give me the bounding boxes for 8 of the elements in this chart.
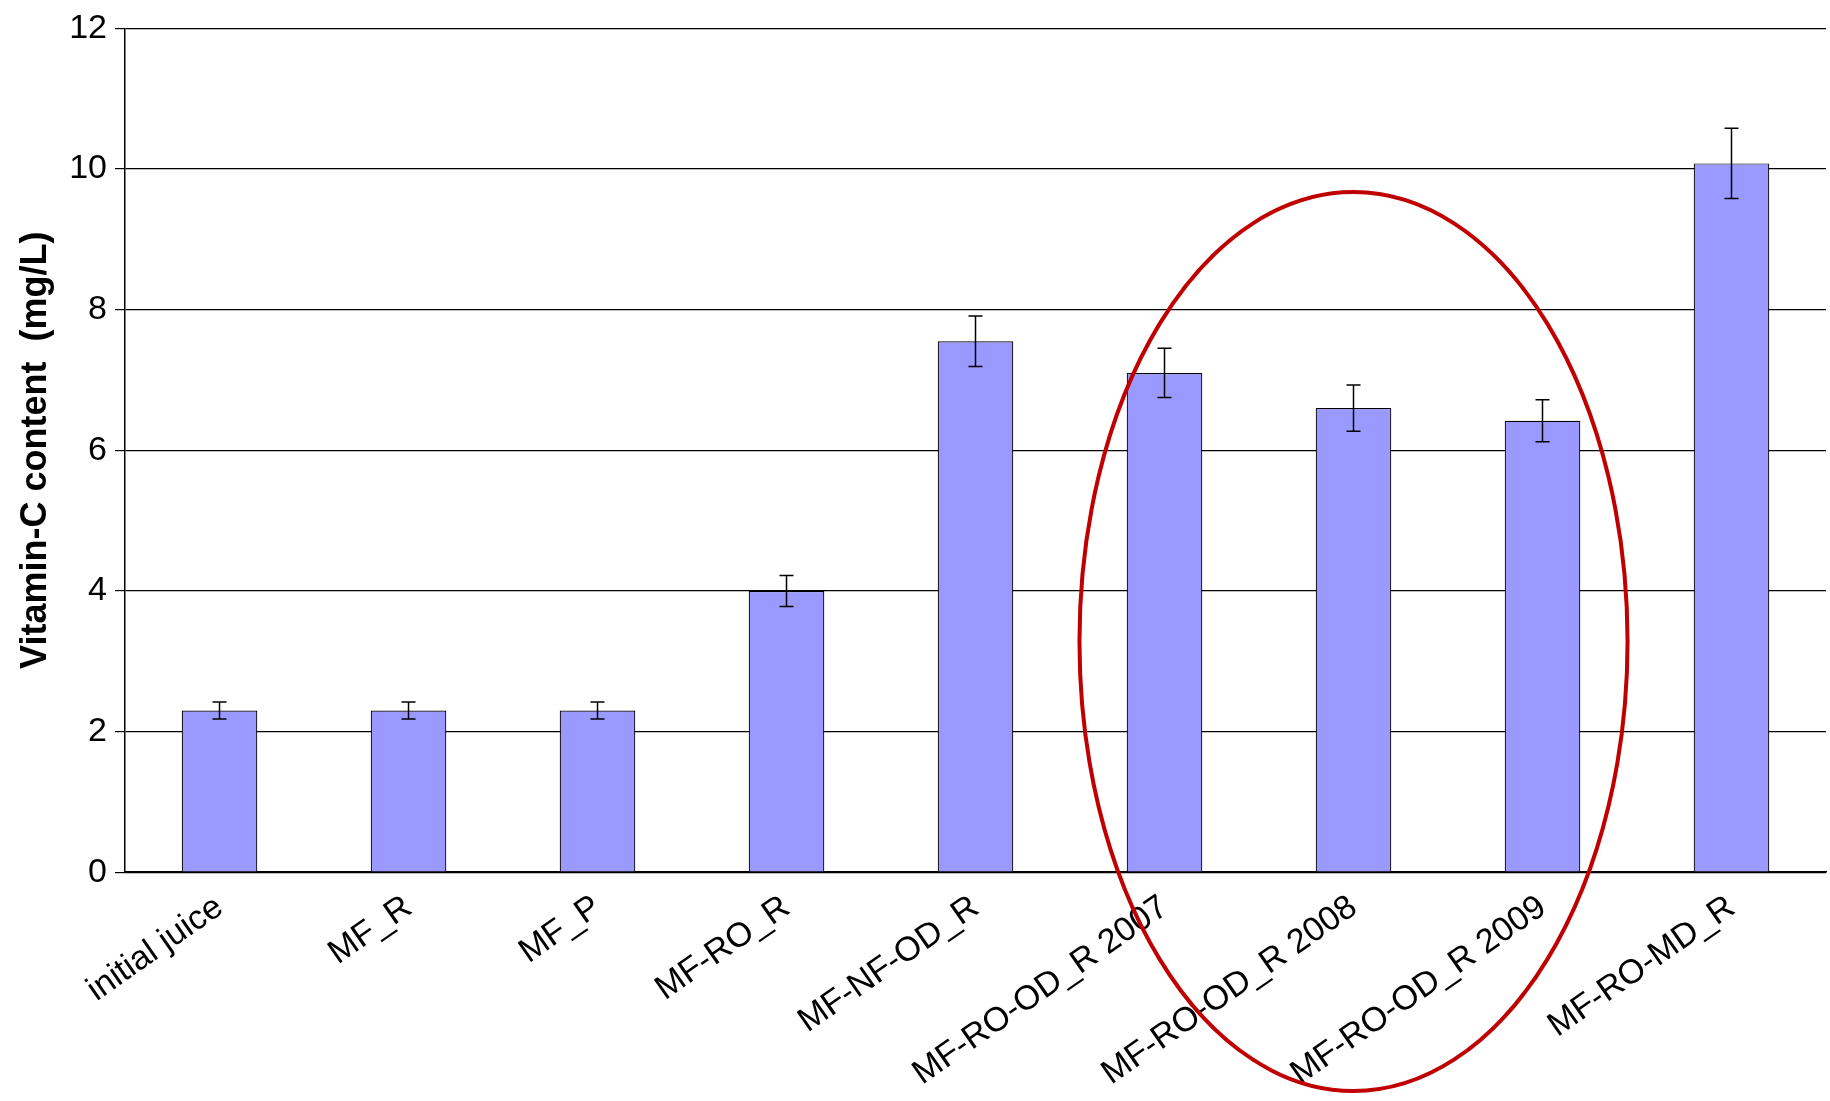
y-tick-label: 10 <box>69 147 108 186</box>
y-tick-label: 4 <box>88 569 108 608</box>
y-tick-label: 6 <box>88 428 108 467</box>
y-tick-label: 8 <box>88 288 108 327</box>
y-tick-label: 2 <box>88 709 108 748</box>
y-axis-title: Vitamin-C content (mg/L) <box>12 231 54 669</box>
y-tick-label: 12 <box>69 6 108 45</box>
y-tick-label: 0 <box>88 850 108 889</box>
